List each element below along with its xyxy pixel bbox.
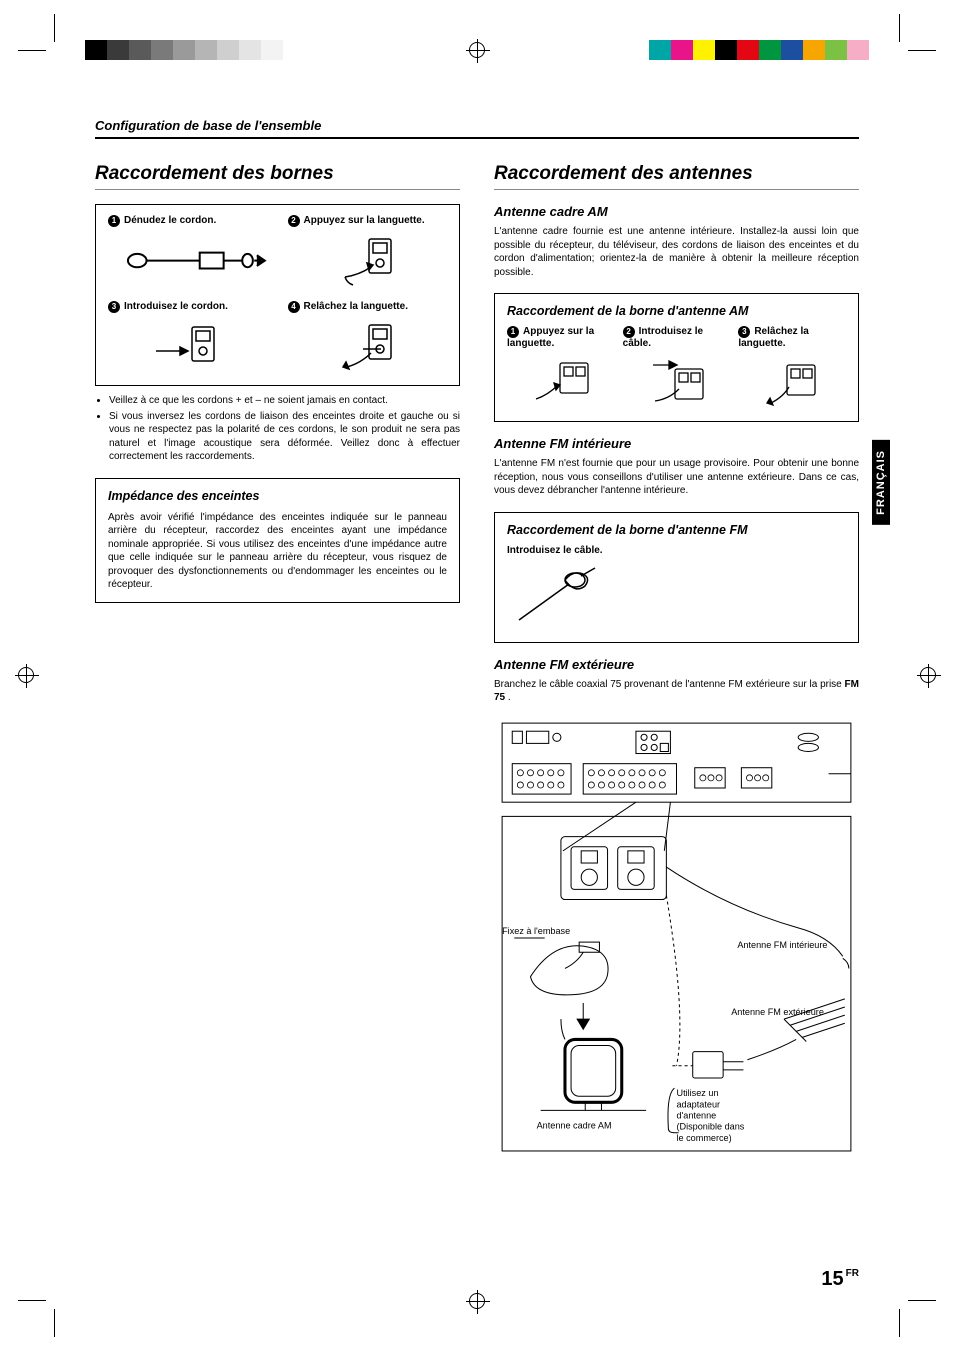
- note-1: Veillez à ce que les cordons + et – ne s…: [109, 394, 460, 408]
- fm-step-label: Introduisez le câble.: [507, 545, 846, 556]
- dlabel-adapter-5: le commerce): [677, 1132, 732, 1142]
- am-step1-num: 1: [507, 326, 519, 338]
- dlabel-adapter-2: adaptateur: [677, 1099, 721, 1109]
- dlabel-adapter-1: Utilisez un: [677, 1088, 719, 1098]
- registration-target-top: [469, 42, 485, 58]
- language-tab: FRANÇAIS: [872, 440, 890, 525]
- illus-strip-cord: [108, 233, 268, 289]
- illus-am-release: [738, 355, 846, 411]
- colorbar-color: [649, 40, 869, 60]
- page-number-lang: FR: [846, 1268, 859, 1279]
- illus-am-press: [507, 355, 615, 411]
- step2-label: Appuyez sur la languette.: [304, 215, 425, 226]
- bornes-step-1: 1 Dénudez le cordon.: [108, 215, 268, 289]
- am-step2-num: 2: [623, 326, 635, 338]
- column-left: Raccordement des bornes 1 Dénudez le cord…: [95, 163, 460, 1166]
- impedance-box: Impédance des enceintes Après avoir véri…: [95, 478, 460, 603]
- step1-num: 1: [108, 215, 120, 227]
- step3-label: Introduisez le cordon.: [124, 301, 228, 312]
- dlabel-adapter-4: (Disponible dans: [677, 1121, 745, 1131]
- illus-insert-cord: [108, 319, 268, 375]
- page-number: 15FR: [821, 1268, 859, 1291]
- dlabel-base: Fixez à l'embase: [502, 925, 570, 935]
- rear-panel-diagram: Fixez à l'embase Antenne cadre AM: [494, 715, 859, 1166]
- am-step-2: 2Introduisez le câble.: [623, 326, 731, 411]
- note-2: Si vous inversez les cordons de liaison …: [109, 410, 460, 464]
- breadcrumb: Configuration de base de l'ensemble: [95, 118, 859, 139]
- fm-ext-text: Branchez le câble coaxial 75 provenant d…: [494, 678, 859, 705]
- am-step-3: 3Relâchez la languette.: [738, 326, 846, 411]
- section-title-bornes: Raccordement des bornes: [95, 163, 460, 190]
- am-step2-label: Introduisez le câble.: [623, 326, 703, 349]
- illus-release-tab: [288, 319, 448, 375]
- bornes-step-4: 4 Relâchez la languette.: [288, 301, 448, 375]
- page-number-value: 15: [821, 1268, 843, 1290]
- illus-press-tab: [288, 233, 448, 289]
- am-box-title: Raccordement de la borne d'antenne AM: [507, 304, 846, 318]
- impedance-text: Après avoir vérifié l'impédance des ence…: [108, 511, 447, 592]
- fm-int-title: Antenne FM intérieure: [494, 436, 859, 451]
- step2-num: 2: [288, 215, 300, 227]
- registration-target-left: [18, 667, 34, 683]
- am-step-1: 1Appuyez sur la languette.: [507, 326, 615, 411]
- fm-box-title: Raccordement de la borne d'antenne FM: [507, 523, 846, 537]
- colorbar-gray: [85, 40, 305, 60]
- impedance-title: Impédance des enceintes: [108, 489, 447, 503]
- dlabel-am: Antenne cadre AM: [537, 1120, 612, 1130]
- registration-target-bottom: [469, 1293, 485, 1309]
- fm-ext-pre: Branchez le câble coaxial 75 provenant d…: [494, 679, 845, 690]
- step3-num: 3: [108, 301, 120, 313]
- step4-label: Relâchez la languette.: [304, 301, 408, 312]
- bornes-step-2: 2 Appuyez sur la languette.: [288, 215, 448, 289]
- illus-am-insert: [623, 355, 731, 411]
- fm-terminal-box: Raccordement de la borne d'antenne FM In…: [494, 512, 859, 643]
- am-loop-title: Antenne cadre AM: [494, 204, 859, 219]
- bornes-steps-box: 1 Dénudez le cordon. 2 Appuyez sur la lang…: [95, 204, 460, 386]
- section-title-antennes: Raccordement des antennes: [494, 163, 859, 190]
- am-loop-text: L'antenne cadre fournie est une antenne …: [494, 225, 859, 279]
- registration-target-right: [920, 667, 936, 683]
- dlabel-fm-ext: Antenne FM extérieure: [731, 1007, 824, 1017]
- am-terminal-box: Raccordement de la borne d'antenne AM 1A…: [494, 293, 859, 422]
- dlabel-adapter-3: d'antenne: [677, 1110, 717, 1120]
- dlabel-fm-int: Antenne FM intérieure: [737, 940, 827, 950]
- am-step1-label: Appuyez sur la languette.: [507, 326, 594, 349]
- step4-num: 4: [288, 301, 300, 313]
- illus-fm-cable: [507, 562, 617, 632]
- step1-label: Dénudez le cordon.: [124, 215, 216, 226]
- fm-int-text: L'antenne FM n'est fournie que pour un u…: [494, 457, 859, 498]
- fm-ext-title: Antenne FM extérieure: [494, 657, 859, 672]
- column-right: Raccordement des antennes Antenne cadre …: [494, 163, 859, 1166]
- bornes-step-3: 3 Introduisez le cordon.: [108, 301, 268, 375]
- am-step3-num: 3: [738, 326, 750, 338]
- fm-ext-post: .: [505, 692, 511, 703]
- bornes-notes: Veillez à ce que les cordons + et – ne s…: [95, 394, 460, 464]
